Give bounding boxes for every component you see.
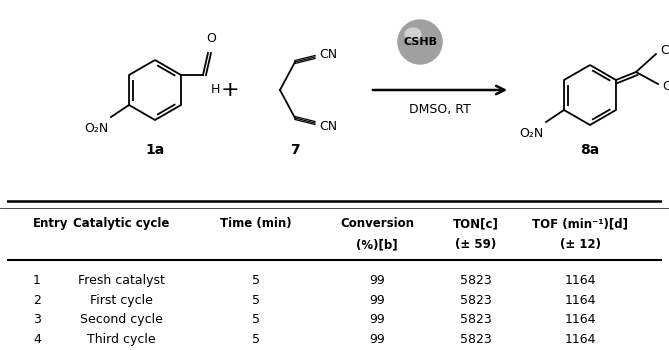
Text: 5823: 5823: [460, 294, 491, 307]
Text: CN: CN: [662, 79, 669, 92]
Text: O₂N: O₂N: [518, 127, 543, 140]
Text: Entry: Entry: [33, 217, 68, 230]
Text: 1164: 1164: [565, 333, 596, 346]
Text: Third cycle: Third cycle: [87, 333, 156, 346]
Text: O: O: [206, 32, 216, 45]
Text: 5823: 5823: [460, 274, 491, 287]
Text: 1164: 1164: [565, 294, 596, 307]
Text: 5: 5: [252, 313, 260, 327]
Text: 5: 5: [252, 333, 260, 346]
Text: First cycle: First cycle: [90, 294, 153, 307]
Text: 4: 4: [33, 333, 41, 346]
Text: 2: 2: [33, 294, 41, 307]
Text: 99: 99: [369, 333, 385, 346]
Text: 1164: 1164: [565, 313, 596, 327]
Ellipse shape: [405, 28, 421, 40]
Text: CN: CN: [319, 119, 337, 133]
Text: (± 12): (± 12): [560, 238, 601, 251]
Text: H: H: [211, 83, 220, 96]
Text: 5823: 5823: [460, 313, 491, 327]
Text: 5: 5: [252, 294, 260, 307]
Text: Conversion: Conversion: [340, 217, 414, 230]
Text: Catalytic cycle: Catalytic cycle: [73, 217, 170, 230]
Text: 99: 99: [369, 313, 385, 327]
Text: (%)[b]: (%)[b]: [357, 238, 398, 251]
Text: CSHB: CSHB: [403, 37, 437, 47]
Text: (± 59): (± 59): [455, 238, 496, 251]
Text: CN: CN: [319, 48, 337, 61]
Text: 1a: 1a: [145, 143, 165, 157]
Circle shape: [398, 20, 442, 64]
Text: O₂N: O₂N: [84, 122, 108, 135]
Text: CN: CN: [660, 44, 669, 57]
Text: Fresh catalyst: Fresh catalyst: [78, 274, 165, 287]
Text: 3: 3: [33, 313, 41, 327]
Text: DMSO, RT: DMSO, RT: [409, 104, 471, 117]
Text: 99: 99: [369, 274, 385, 287]
Text: 1: 1: [33, 274, 41, 287]
Text: 5: 5: [252, 274, 260, 287]
Text: 5823: 5823: [460, 333, 491, 346]
Text: TOF (min⁻¹)[d]: TOF (min⁻¹)[d]: [533, 217, 628, 230]
Text: 99: 99: [369, 294, 385, 307]
Text: 1164: 1164: [565, 274, 596, 287]
Text: 8a: 8a: [581, 143, 599, 157]
Text: +: +: [221, 80, 240, 100]
Text: Time (min): Time (min): [220, 217, 292, 230]
Text: TON[c]: TON[c]: [452, 217, 498, 230]
Text: Second cycle: Second cycle: [80, 313, 163, 327]
Text: 7: 7: [290, 143, 300, 157]
